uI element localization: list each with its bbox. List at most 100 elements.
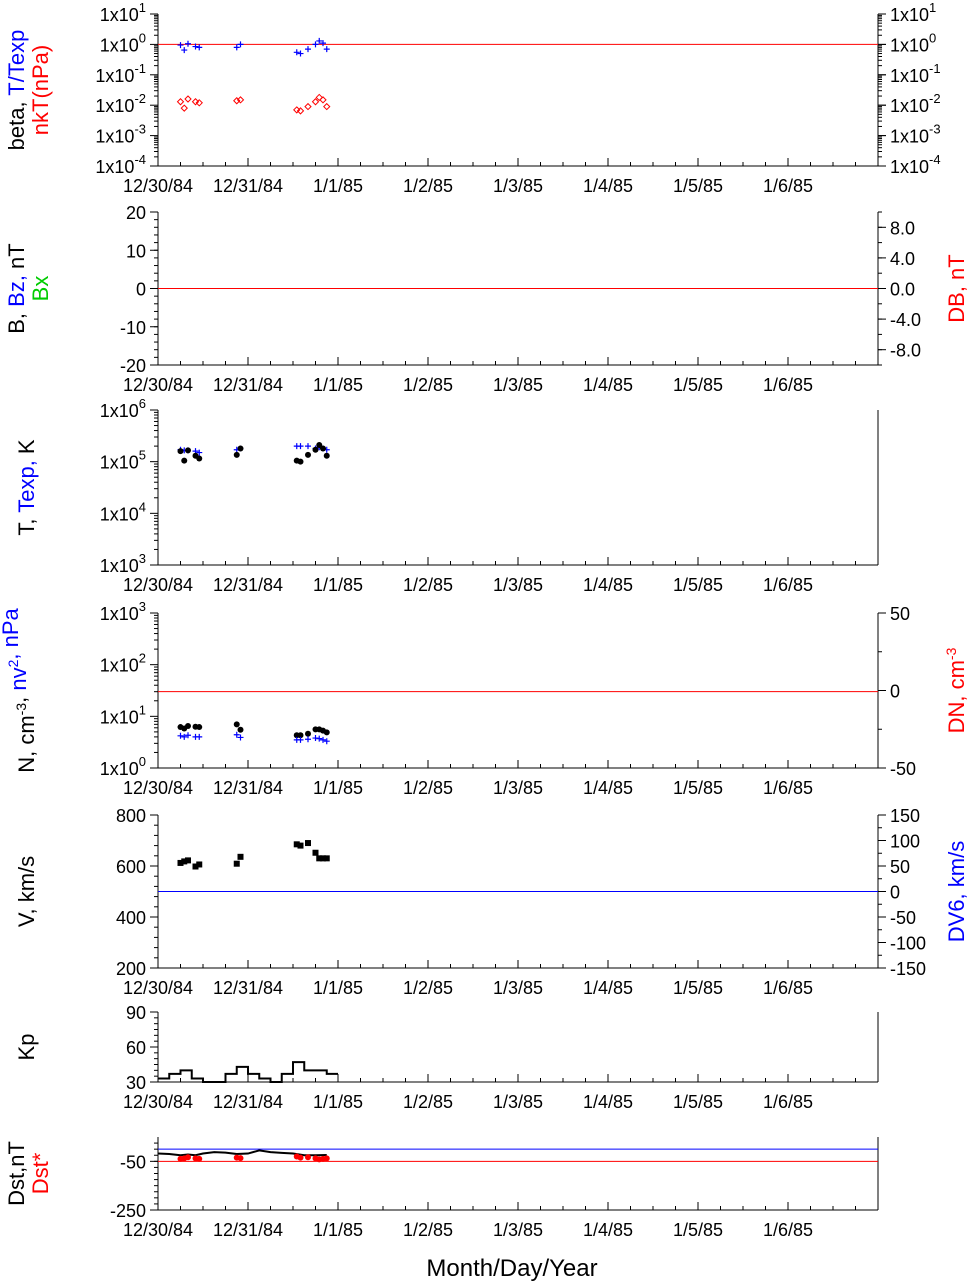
y-axis-label-part: nv	[6, 667, 31, 690]
data-point	[297, 458, 304, 465]
x-tick-label: 1/3/85	[493, 375, 543, 395]
y-tick-label: 1x10-1	[95, 61, 146, 86]
x-tick-label: 1/4/85	[583, 1092, 633, 1112]
right-tick-label: -100	[890, 934, 926, 954]
y-tick-exponent: 1	[139, 702, 146, 717]
y-tick-exponent: 4	[139, 499, 146, 514]
panel-velocity: 12/30/84 12/31/84 1/1/85 1/2/85 1/3/85 1/4/85…	[14, 806, 969, 998]
right-tick-label: 1x10-4	[890, 152, 941, 177]
x-tick-label: 1/2/85	[403, 1092, 453, 1112]
data-point	[323, 738, 330, 745]
y-axis-label-part: T/Texp	[4, 30, 29, 96]
y-tick-label: -250	[110, 1201, 146, 1221]
y-tick-mantissa: 1x10	[95, 96, 134, 116]
data-point	[185, 40, 191, 47]
y-axis-label: Kp	[14, 1034, 39, 1061]
data-point	[323, 729, 330, 736]
x-tick-label: 12/31/84	[213, 778, 283, 798]
y-axis-label-part: B,	[4, 307, 29, 334]
data-point	[181, 47, 188, 54]
series-line	[157, 1149, 327, 1157]
panel-dst: 12/30/84 12/31/84 1/1/85 1/2/85 1/3/85 1/4/85…	[4, 1137, 879, 1240]
y-axis-label-part: Texp,	[14, 454, 39, 513]
data-point	[181, 457, 188, 464]
x-tick-label: 12/31/84	[213, 176, 283, 196]
y-tick-label: 1x10-2	[95, 91, 146, 116]
y-tick-label: 1x102	[100, 651, 146, 676]
y-tick-label: 800	[116, 806, 146, 826]
right-tick-mantissa: 1x10	[890, 127, 929, 147]
data-point	[177, 448, 184, 455]
y-axis-label-part: -3	[13, 703, 29, 716]
x-tick-label: 1/6/85	[763, 978, 813, 998]
data-point	[177, 732, 184, 739]
data-point	[237, 41, 244, 48]
y-tick-mantissa: 1x10	[100, 5, 139, 25]
x-tick-label: 12/30/84	[123, 375, 193, 395]
data-point	[233, 44, 240, 51]
x-tick-label: 1/5/85	[673, 978, 723, 998]
x-tick-label: 12/31/84	[213, 978, 283, 998]
data-point	[233, 451, 240, 458]
y-tick-mantissa: 1x10	[100, 604, 139, 624]
data-point	[196, 44, 203, 51]
right-tick-label: 50	[890, 857, 910, 877]
data-point	[185, 1154, 191, 1161]
data-point	[315, 93, 323, 102]
y-axis-label-secondary: nkT(nPa)	[28, 45, 53, 135]
x-tick-label: 1/5/85	[673, 375, 723, 395]
x-tick-label: 1/2/85	[403, 375, 453, 395]
x-tick-label: 1/6/85	[763, 778, 813, 798]
data-point	[316, 37, 323, 44]
y-tick-mantissa: 1x10	[95, 127, 134, 147]
y-tick-label: -10	[120, 318, 146, 338]
y-tick-exponent: 3	[139, 551, 146, 566]
right-axis-label-part: DN, cm	[944, 660, 969, 733]
y-tick-mantissa: 1x10	[95, 157, 134, 177]
x-tick-label: 1/6/85	[763, 176, 813, 196]
x-tick-label: 1/3/85	[493, 176, 543, 196]
right-tick-label: 1x10-1	[890, 61, 941, 86]
right-tick-label: 0	[890, 883, 900, 903]
series-line	[158, 1061, 338, 1083]
data-point	[312, 849, 319, 856]
y-tick-mantissa: 1x10	[100, 759, 139, 779]
data-point	[323, 1155, 330, 1162]
data-point	[297, 736, 304, 743]
x-tick-label: 1/6/85	[763, 375, 813, 395]
data-point	[305, 730, 311, 737]
data-point	[305, 451, 311, 458]
y-tick-exponent: -1	[134, 61, 146, 76]
y-tick-label: 0	[136, 280, 146, 300]
y-axis-label-part: Dst*	[28, 1152, 53, 1194]
y-axis-label-part: Kp	[14, 1034, 39, 1061]
data-point	[297, 443, 304, 450]
data-point	[237, 726, 244, 733]
y-axis-label-part: Bx	[28, 276, 53, 302]
data-point	[319, 96, 327, 104]
panel-temp: 12/30/84 12/31/84 1/1/85 1/2/85 1/3/85 1/4/85…	[14, 396, 879, 595]
x-tick-label: 1/1/85	[313, 176, 363, 196]
data-point	[312, 41, 319, 48]
right-tick-label: 150	[890, 806, 920, 826]
y-axis-label-part: beta,	[4, 96, 29, 151]
y-tick-label: 200	[116, 959, 146, 979]
y-tick-label: 1x10-3	[95, 122, 146, 147]
x-tick-label: 12/30/84	[123, 1220, 193, 1240]
y-tick-label: 1x100	[100, 754, 146, 779]
data-point	[195, 99, 203, 107]
right-tick-exponent: -1	[929, 61, 941, 76]
panel-kp: 12/30/84 12/31/84 1/1/85 1/2/85 1/3/85 1/4/85…	[14, 1003, 879, 1112]
data-point	[177, 859, 184, 866]
x-tick-label: 12/31/84	[213, 1220, 283, 1240]
data-point	[196, 1155, 203, 1162]
right-tick-label: -4.0	[890, 310, 921, 330]
y-axis-label-part: nkT(nPa)	[28, 45, 53, 135]
y-tick-label: 1x103	[100, 551, 146, 576]
data-point	[237, 734, 244, 741]
y-tick-label: 20	[126, 203, 146, 223]
x-tick-label: 1/1/85	[313, 575, 363, 595]
y-axis-label: Dst,nT	[4, 1141, 29, 1206]
y-tick-label: 30	[126, 1073, 146, 1093]
